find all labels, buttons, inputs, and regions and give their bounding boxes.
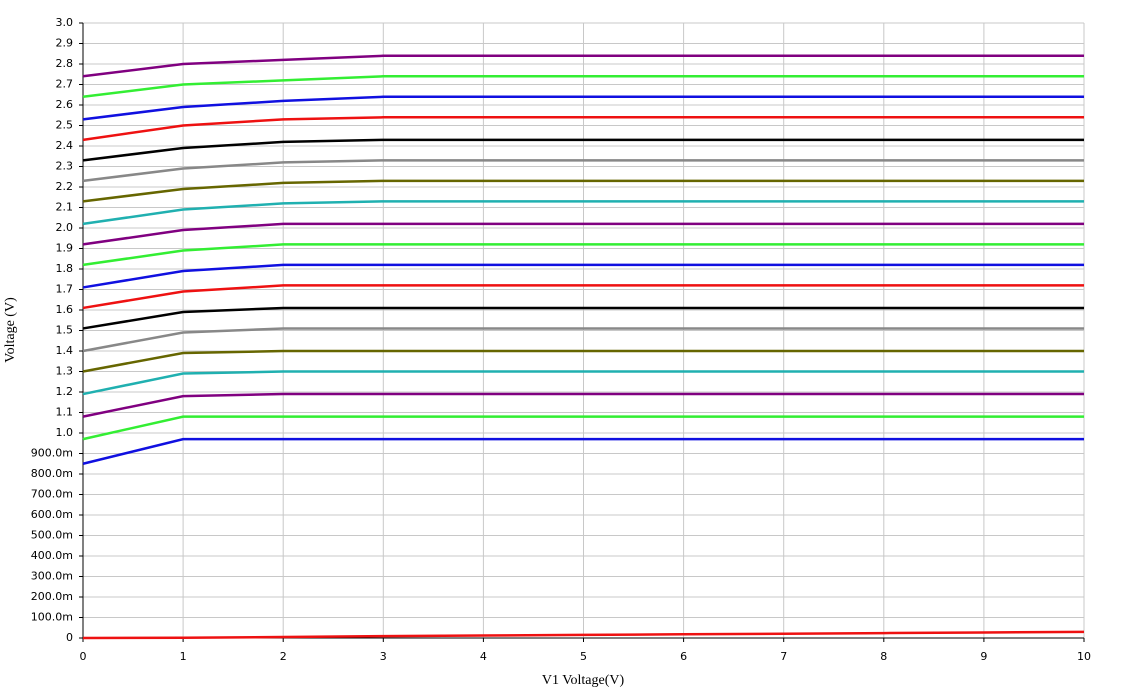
y-axis-label: Voltage (V) [3,297,18,363]
series-line [82,349,1084,373]
series-line [82,284,1084,310]
y-tick-label: 1.7 [56,283,74,296]
y-tick-label: 2.7 [56,78,74,91]
x-tick-label: 4 [480,650,487,663]
series-line [82,415,1084,441]
y-tick-label: 1.6 [56,303,74,316]
series-line [82,200,1084,226]
x-tick-label: 6 [680,650,687,663]
y-tick-label: 1.9 [56,242,74,255]
y-tick-label: 2.9 [56,37,74,50]
series-line [82,392,1084,418]
y-tick-label: 2.5 [56,119,74,132]
series-line [82,243,1084,267]
series-line [82,306,1084,330]
y-tick-label: 1.3 [56,365,74,378]
x-tick-label: 3 [380,650,387,663]
y-tick-label: 2.8 [56,57,74,70]
y-tick-label: 0 [66,631,73,644]
y-tick-label: 2.6 [56,98,74,111]
y-tick-label: 3.0 [56,16,74,29]
y-tick-label: 1.0 [56,426,74,439]
series-line [82,159,1084,183]
y-tick-label: 2.1 [56,201,74,214]
y-tick-label: 1.1 [56,406,74,419]
y-tick-label: 2.0 [56,221,74,234]
series-line [82,630,1085,640]
series-line [82,54,1084,78]
series-line [82,95,1084,121]
series-line [82,179,1084,203]
y-tick-label: 2.4 [56,139,74,152]
series-line [82,222,1084,246]
y-tick-label: 300.0m [31,570,73,583]
x-tick-label: 1 [180,650,187,663]
x-tick-label: 5 [580,650,587,663]
series-line [82,75,1084,99]
series-line [82,116,1084,142]
y-tick-label: 2.3 [56,160,74,173]
y-tick-label: 2.2 [56,180,74,193]
x-tick-label: 2 [280,650,287,663]
y-tick-label: 1.2 [56,385,74,398]
series-line [82,138,1084,162]
y-tick-label: 700.0m [31,488,73,501]
x-tick-label: 0 [80,650,87,663]
series-line [82,370,1084,396]
y-tick-label: 1.4 [56,344,74,357]
y-tick-label: 200.0m [31,590,73,603]
x-tick-label: 8 [880,650,887,663]
series-line [82,263,1084,289]
y-tick-label: 800.0m [31,467,73,480]
y-tick-label: 600.0m [31,508,73,521]
series-line [82,327,1084,353]
x-tick-label: 9 [980,650,987,663]
y-tick-label: 900.0m [31,447,73,460]
y-tick-label: 400.0m [31,549,73,562]
x-tick-label: 10 [1077,650,1091,663]
y-tick-label: 1.8 [56,262,74,275]
y-tick-label: 500.0m [31,529,73,542]
x-axis-label: V1 Voltage(V) [542,673,625,688]
series-line [82,437,1084,465]
y-tick-label: 100.0m [31,611,73,624]
y-tick-label: 1.5 [56,324,74,337]
x-tick-label: 7 [780,650,787,663]
